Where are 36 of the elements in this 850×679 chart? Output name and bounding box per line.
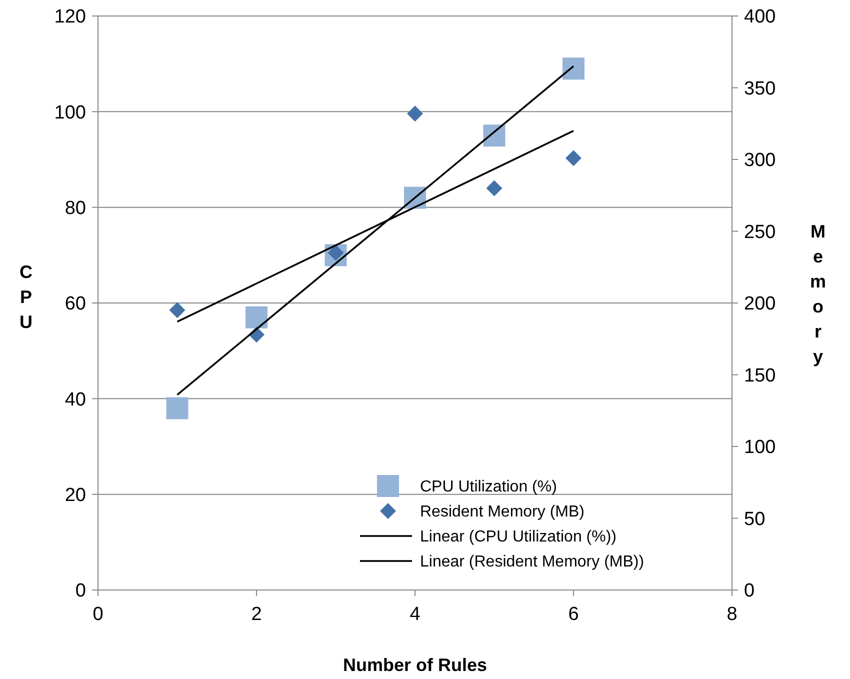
y2-tick-label: 250 <box>744 222 776 243</box>
y-axis-title: CPU <box>20 262 32 332</box>
point <box>166 397 188 420</box>
x-tick-label: 4 <box>410 604 421 625</box>
x-axis-title: Number of Rules <box>342 655 488 675</box>
point <box>246 306 268 328</box>
y2-tick-label: 350 <box>744 78 776 100</box>
y-tick-label: 120 <box>54 6 86 28</box>
y2-tick-label: 400 <box>744 6 776 28</box>
y-tick-label: 80 <box>64 198 86 219</box>
point <box>562 58 584 80</box>
x-tick-label: 0 <box>92 604 104 625</box>
y2-tick-label: 50 <box>744 508 766 530</box>
y-tick-label: 20 <box>64 484 86 506</box>
y2-tick-label: 150 <box>744 365 776 386</box>
y2-axis-title: Memory <box>810 222 826 366</box>
y-tick-label: 0 <box>75 580 86 602</box>
y-tick-label: 40 <box>64 389 86 410</box>
y2-tick-label: 100 <box>744 437 776 458</box>
legend-label: Resident Memory (MB) <box>420 504 584 521</box>
x-tick-label: 8 <box>726 604 738 625</box>
legend-label: CPU Utilization (%) <box>420 478 557 496</box>
point <box>407 106 423 122</box>
y-tick-label: 100 <box>54 102 86 124</box>
point <box>169 302 186 318</box>
legend-label: Linear (CPU Utilization (%)) <box>420 528 616 546</box>
x-tick-label: 6 <box>568 604 579 625</box>
y2-tick-label: 0 <box>744 580 755 602</box>
y2-tick-label: 200 <box>744 294 776 315</box>
y-tick-label: 60 <box>64 294 86 315</box>
point <box>486 180 502 196</box>
y2-tick-label: 300 <box>744 150 776 172</box>
legend-label: Linear (Resident Memory (MB)) <box>420 554 644 571</box>
point <box>483 124 506 147</box>
x-tick-label: 2 <box>251 604 262 625</box>
point <box>566 150 582 166</box>
